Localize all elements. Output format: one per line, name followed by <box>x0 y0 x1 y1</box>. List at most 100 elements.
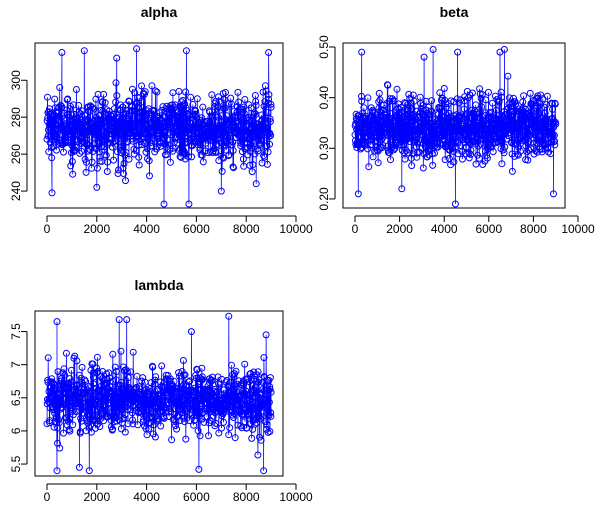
trace-series-lambda <box>43 312 275 475</box>
data-point <box>93 364 101 372</box>
data-point <box>506 94 513 102</box>
data-point <box>208 377 216 384</box>
data-point <box>67 162 75 170</box>
plot-frame <box>34 42 284 209</box>
y-tick-label: 240 <box>9 181 23 201</box>
data-point <box>109 350 117 358</box>
data-point <box>264 148 272 156</box>
data-point <box>252 98 260 105</box>
data-point <box>81 111 89 119</box>
data-point <box>138 82 145 90</box>
data-point <box>186 417 194 424</box>
data-point <box>142 115 149 123</box>
data-point <box>499 112 507 120</box>
data-point <box>419 131 427 139</box>
data-point <box>76 149 84 157</box>
data-point <box>266 118 274 126</box>
data-point <box>93 353 101 361</box>
data-point <box>116 404 124 411</box>
data-point <box>136 94 144 102</box>
data-point <box>236 399 244 407</box>
data-point <box>267 100 275 108</box>
plot-frame <box>34 310 284 477</box>
data-point <box>199 103 207 111</box>
data-point <box>129 416 136 424</box>
data-point <box>59 369 67 377</box>
data-point <box>429 161 437 169</box>
data-point <box>89 369 97 377</box>
data-point <box>427 107 435 115</box>
data-point <box>375 89 383 97</box>
data-point <box>440 85 448 92</box>
data-point <box>393 85 401 93</box>
data-point <box>100 417 108 425</box>
data-point <box>109 425 117 433</box>
data-point <box>71 389 79 397</box>
data-point <box>88 158 96 166</box>
data-point <box>248 168 256 176</box>
x-tick-label: 8000 <box>233 490 260 504</box>
data-point <box>148 400 156 408</box>
data-point <box>475 154 483 162</box>
data-point <box>442 103 450 111</box>
data-point <box>132 146 140 154</box>
data-point <box>453 95 461 103</box>
x-tick-label: 10000 <box>561 222 595 236</box>
data-point <box>264 109 272 116</box>
data-point <box>408 162 416 170</box>
data-point <box>458 155 466 163</box>
data-point <box>165 408 173 416</box>
data-point <box>113 54 121 62</box>
data-point <box>429 46 437 53</box>
data-point <box>105 369 113 377</box>
data-point <box>497 88 505 96</box>
data-point <box>69 148 77 156</box>
data-point <box>108 143 116 151</box>
data-point <box>97 143 105 151</box>
data-point <box>253 419 261 427</box>
data-point <box>186 377 194 385</box>
data-point <box>485 88 492 96</box>
data-point <box>246 126 254 134</box>
data-point <box>256 391 264 399</box>
data-point <box>111 363 119 371</box>
data-point <box>133 45 141 53</box>
data-point <box>124 406 132 413</box>
data-point <box>83 136 91 144</box>
data-point <box>120 160 128 167</box>
data-point <box>266 385 274 393</box>
data-point <box>103 168 111 175</box>
data-point <box>68 158 76 165</box>
data-point <box>130 402 137 410</box>
data-point <box>543 92 551 100</box>
data-point <box>160 200 168 208</box>
data-point <box>75 108 83 116</box>
data-point <box>508 107 515 115</box>
data-point <box>551 137 559 145</box>
data-point <box>239 155 247 163</box>
data-point <box>120 170 127 177</box>
data-point <box>532 147 540 155</box>
data-point <box>176 417 184 424</box>
data-point <box>547 150 555 158</box>
data-point <box>66 375 74 383</box>
data-point <box>121 428 129 436</box>
data-point <box>57 101 65 109</box>
data-point <box>479 161 487 168</box>
data-point <box>218 167 226 175</box>
data-point <box>215 93 222 101</box>
data-point <box>162 140 170 148</box>
x-tick-label: 4000 <box>133 222 160 236</box>
data-point <box>113 92 121 100</box>
data-point <box>261 153 269 161</box>
data-point <box>123 316 131 324</box>
data-point <box>467 146 475 154</box>
data-point <box>495 97 503 105</box>
data-point <box>387 156 394 164</box>
data-point <box>71 143 79 151</box>
data-point <box>57 400 65 408</box>
data-point <box>166 158 174 166</box>
data-point <box>131 125 139 133</box>
data-point <box>422 124 430 132</box>
